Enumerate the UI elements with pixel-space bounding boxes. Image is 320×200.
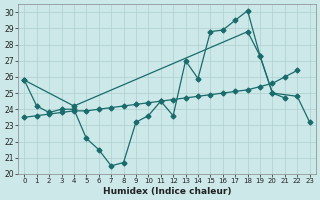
X-axis label: Humidex (Indice chaleur): Humidex (Indice chaleur)	[103, 187, 231, 196]
